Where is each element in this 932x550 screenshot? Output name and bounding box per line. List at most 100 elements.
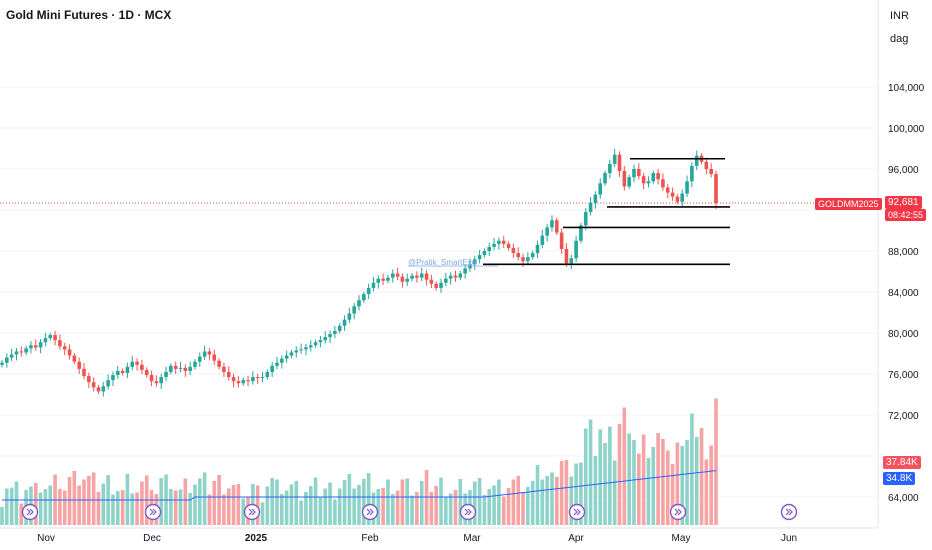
volume-bar: [318, 497, 323, 525]
dividend-arrow-icon: [366, 508, 374, 516]
volume-bar: [241, 498, 246, 525]
volume-bar: [453, 490, 458, 525]
volume-bar: [217, 475, 221, 525]
volume-bar: [357, 485, 361, 525]
candle-body: [448, 275, 453, 279]
volume-bar: [169, 489, 173, 525]
candle-body: [574, 240, 578, 259]
candle-body: [366, 287, 371, 295]
volume-bar: [313, 477, 318, 525]
symbol-tag: GOLDMM2025: [815, 198, 882, 210]
last-price-tag: 92,681: [885, 196, 922, 209]
volume-bar: [91, 472, 96, 525]
candle-body: [608, 163, 612, 174]
volume-bar: [709, 445, 713, 525]
candle-body: [583, 212, 588, 226]
scale-mode-label[interactable]: dag: [890, 33, 909, 45]
volume-bar: [704, 459, 709, 525]
volume-bar: [386, 479, 390, 525]
candle-body: [540, 235, 545, 245]
volume-bar: [231, 485, 236, 525]
candle-body: [164, 371, 168, 378]
candle-body: [280, 358, 284, 363]
volume-bar: [598, 429, 603, 525]
candle-body: [14, 351, 19, 355]
candle-body: [87, 376, 91, 383]
candle-body: [357, 300, 361, 307]
price-tick-label: 72,000: [888, 411, 919, 422]
price-tick-label: 96,000: [888, 165, 919, 176]
candle-body: [453, 275, 458, 278]
volume-bar: [694, 437, 699, 525]
candle-body: [101, 386, 106, 392]
volume-bar: [19, 503, 24, 525]
candle-body: [19, 351, 24, 353]
volume-bar: [193, 484, 197, 525]
candle-body: [612, 154, 617, 164]
volume-bar: [33, 483, 38, 525]
volume-bar: [14, 481, 19, 525]
candle-body: [627, 177, 631, 187]
candle-body: [318, 340, 323, 343]
volume-bar: [395, 490, 400, 525]
volume-bar: [77, 485, 81, 525]
price-tick-label: 88,000: [888, 247, 919, 258]
candle-body: [183, 367, 188, 371]
candle-body: [593, 194, 598, 203]
time-tick-label: Jun: [781, 533, 797, 544]
candle-body: [178, 367, 183, 369]
candle-body: [149, 375, 154, 382]
volume-bar: [545, 476, 549, 525]
volume-bar: [588, 419, 593, 525]
candle-body: [275, 362, 279, 366]
price-tick-label: 84,000: [888, 288, 919, 299]
volume-bar: [207, 494, 212, 525]
volume-bar: [352, 488, 356, 525]
candle-body: [622, 171, 627, 187]
candle-body: [410, 275, 414, 279]
price-tick-label: 104,000: [888, 83, 925, 94]
volume-bar: [337, 488, 342, 525]
currency-label[interactable]: INR: [890, 10, 909, 22]
volume-bar: [284, 490, 289, 525]
candle-body: [222, 366, 226, 372]
candle-body: [434, 283, 438, 288]
price-tick-label: 64,000: [888, 493, 919, 504]
candle-body: [29, 345, 33, 349]
candle-body: [690, 165, 694, 182]
volume-bar: [641, 434, 646, 525]
candle-body: [217, 360, 221, 367]
candle-body: [154, 381, 159, 384]
volume-bar: [482, 495, 487, 525]
volume-bar: [675, 442, 680, 525]
volume-bar: [96, 492, 101, 525]
volume-bar: [526, 487, 530, 525]
volume-bar: [439, 477, 443, 525]
candle-body: [53, 335, 57, 341]
candle-body: [96, 387, 101, 392]
volume-tag: 37.84K: [883, 456, 921, 469]
volume-bar: [670, 464, 675, 525]
volume-bar: [472, 481, 477, 525]
candle-body: [376, 278, 381, 283]
candle-body: [308, 345, 313, 348]
volume-bar: [260, 502, 265, 525]
volume-bar: [516, 476, 521, 525]
volume-bar: [511, 479, 516, 525]
volume-bar: [120, 490, 125, 525]
candle-body: [656, 173, 660, 180]
candle-body: [328, 334, 332, 338]
volume-bar: [275, 479, 279, 525]
candle-body: [265, 371, 270, 378]
candle-body: [226, 371, 231, 378]
volume-bar: [593, 456, 598, 525]
candle-body: [115, 370, 120, 376]
candle-body: [521, 257, 525, 262]
price-tick-label: 76,000: [888, 370, 919, 381]
time-tick-label: Feb: [361, 533, 379, 544]
volume-bar: [82, 479, 86, 525]
volume-bar: [699, 428, 704, 525]
volume-bar: [328, 482, 332, 525]
candle-body: [530, 253, 535, 258]
